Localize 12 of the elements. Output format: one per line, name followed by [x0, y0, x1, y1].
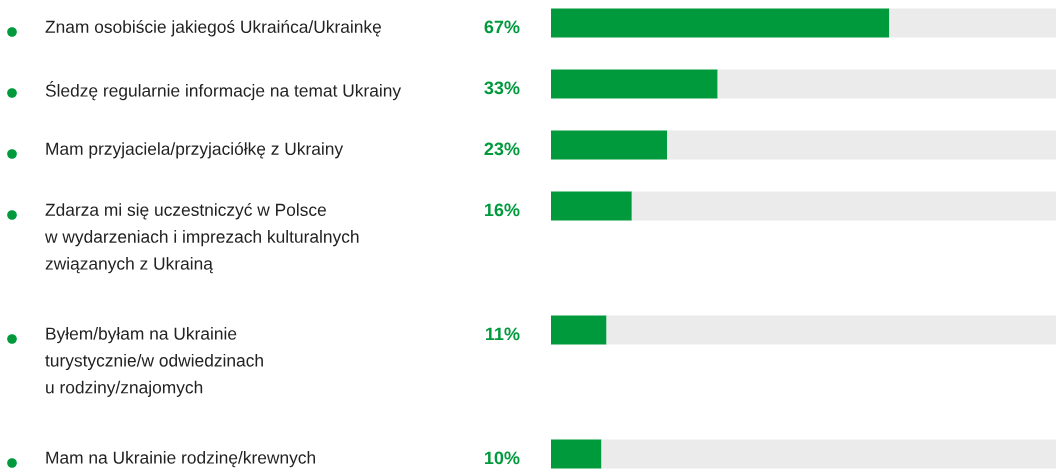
data-label: 11% [485, 327, 520, 341]
data-label: 16% [485, 203, 520, 217]
data-label: 33% [484, 81, 520, 95]
y-tick-label: Śledzę regularnie informacje na temat Ukrainy [45, 81, 402, 101]
y-tick-label: Byłem/byłam na Ukrainie turystycznie/w odwiedzinach u rodziny/znajomych [45, 327, 263, 397]
y-tick-label: Zdarza mi się uczestniczyć w Polsce w wydarzeniach i imprezach kulturalnych związanych z Ukrainą [44, 203, 359, 274]
y-tick-label: Znam osobiście jakiegoś Ukraińca/Ukrainkę [45, 20, 381, 37]
data-label: 23% [484, 142, 520, 156]
data-label: 67% [484, 20, 520, 34]
y-tick-label: Mam na Ukrainie rodzinę/krewnych [46, 451, 315, 468]
data-label: 10% [485, 451, 520, 465]
y-tick-label: Mam przyjaciela/przyjaciółkę z Ukrainy [46, 142, 344, 159]
